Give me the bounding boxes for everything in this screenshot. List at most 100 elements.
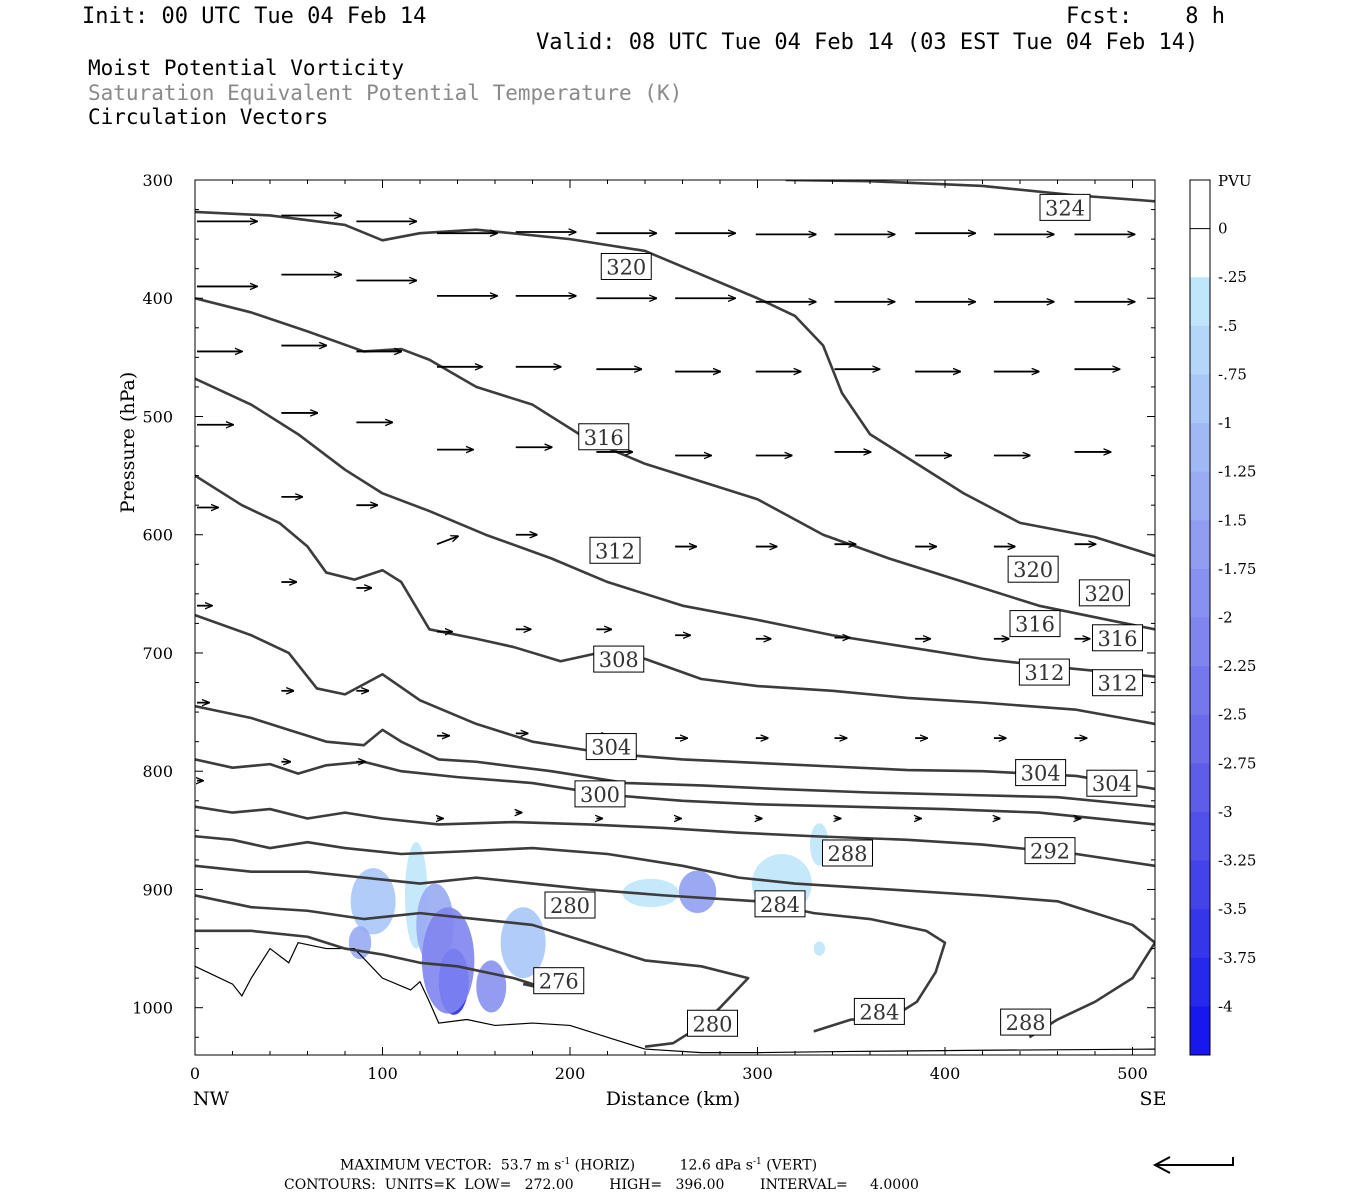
colorbar-level: -2.5	[1218, 706, 1247, 724]
x-tick-label: 200	[555, 1064, 586, 1083]
contour-label-box	[1024, 837, 1076, 865]
x-tick-label: 400	[930, 1064, 961, 1083]
colorbar-swatch	[1190, 471, 1210, 521]
contour-label: 320	[1084, 582, 1124, 606]
contour-label: 288	[1006, 1011, 1046, 1035]
mpv-region	[476, 960, 507, 1013]
y-tick-label: 500	[142, 407, 173, 426]
terrain-line	[195, 941, 1155, 1054]
colorbar-level: -1	[1218, 414, 1233, 432]
colorbar-swatch	[1190, 228, 1210, 278]
colorbar-swatch	[1190, 520, 1210, 570]
contour-label: 312	[1024, 661, 1064, 685]
colorbar-level: -.5	[1218, 317, 1237, 335]
contour-label: 300	[580, 783, 620, 807]
colorbar-swatch	[1190, 423, 1210, 473]
plot-frame	[194, 179, 1156, 1056]
y-tick-label: 1000	[132, 999, 173, 1018]
contour-304	[195, 613, 1155, 791]
contour-label: 304	[591, 736, 631, 760]
max-vector-vert: (VERT)	[766, 1157, 818, 1174]
y-tick-label: 900	[142, 880, 173, 899]
contour-label: 280	[550, 894, 590, 918]
contour-label-box	[1086, 769, 1138, 797]
colorbar-swatch	[1190, 957, 1210, 1007]
contour-label-box	[578, 423, 630, 451]
y-tick-label: 300	[142, 171, 173, 190]
y-axis-label: Pressure (hPa)	[117, 372, 139, 514]
contour-label: 316	[1097, 627, 1137, 651]
colorbar-level: -4	[1218, 997, 1233, 1015]
contour-label-box	[1009, 610, 1061, 638]
contour-label: 276	[539, 970, 579, 994]
contour-label-box	[1007, 555, 1059, 583]
se-label: SE	[1140, 1088, 1167, 1110]
contour-label: 284	[859, 1000, 899, 1024]
contour-label-box	[600, 253, 652, 280]
reference-vector-head	[1152, 1156, 1171, 1174]
max-vector-horiz: (HORIZ)	[574, 1157, 636, 1174]
colorbar-swatch	[1190, 763, 1210, 813]
contour-284	[195, 864, 947, 1033]
field-vectors-title: Circulation Vectors	[88, 105, 329, 129]
colorbar-unit: PVU	[1218, 172, 1252, 190]
contour-288	[195, 834, 1155, 944]
colorbar-level: -3	[1218, 803, 1233, 821]
colorbar-level: -2.75	[1218, 754, 1256, 772]
colorbar-level: -.25	[1218, 268, 1247, 286]
colorbar-level: -1.75	[1218, 560, 1256, 578]
mpv-region	[678, 870, 717, 914]
max-vector-vert-value: 12.6 dPa s	[679, 1157, 753, 1174]
colorbar-level: -1.5	[1218, 511, 1247, 529]
y-tick-label: 400	[142, 289, 173, 308]
valid-time: Valid: 08 UTC Tue 04 Feb 14 (03 EST Tue …	[536, 30, 1199, 55]
colorbar-level: -3.25	[1218, 852, 1256, 870]
reference-vector	[1155, 1157, 1234, 1166]
init-time: Init: 00 UTC Tue 04 Feb 14	[82, 4, 427, 29]
contour-312	[195, 377, 1155, 678]
contour-320	[195, 210, 1155, 558]
contour-label: 308	[599, 648, 639, 672]
x-tick-label: 0	[190, 1064, 200, 1083]
colorbar-level: -2	[1218, 609, 1233, 627]
mpv-region	[813, 941, 825, 956]
max-vector-horiz-exponent: -1	[561, 1157, 571, 1167]
contour-label: 304	[1092, 772, 1132, 796]
field-mpv-title: Moist Potential Vorticity	[88, 56, 405, 80]
forecast-hour: Fcst: 8 h	[1066, 4, 1225, 29]
colorbar-swatch	[1190, 714, 1210, 764]
contour-label: 316	[1015, 613, 1055, 637]
colorbar-swatch	[1190, 1006, 1210, 1056]
contour-label: 320	[606, 256, 646, 280]
max-vector-info: MAXIMUM VECTOR: 53.7 m s-1 (HORIZ) 12.6 …	[340, 1158, 817, 1173]
contour-label-box	[593, 645, 645, 673]
contour-label-box	[533, 967, 585, 995]
contour-label-box	[1078, 579, 1130, 607]
contour-308	[195, 474, 1155, 726]
plot-area	[195, 180, 1155, 1054]
x-tick-label: 100	[367, 1064, 398, 1083]
x-tick-label: 300	[742, 1064, 773, 1083]
colorbar-swatch	[1190, 860, 1210, 910]
contour-label-box	[1000, 1008, 1052, 1036]
contour-label-box	[687, 1009, 738, 1037]
max-vector-vert-exponent: -1	[752, 1157, 762, 1167]
colorbar-frame	[1189, 179, 1211, 1056]
contour-324	[785, 180, 1155, 203]
circulation-vector	[436, 536, 458, 546]
contours-info: CONTOURS: UNITS=K LOW= 272.00 HIGH= 396.…	[284, 1177, 919, 1193]
contour-label-box	[1039, 193, 1091, 221]
contour-label: 320	[1013, 558, 1053, 582]
contour-label: 312	[595, 539, 635, 563]
contour-300	[195, 704, 1155, 808]
mpv-region	[622, 878, 679, 908]
mpv-region	[421, 907, 475, 1014]
contour-label-box	[589, 536, 641, 564]
colorbar-level: -3.5	[1218, 900, 1247, 918]
contour-label: 284	[760, 893, 800, 917]
contour-label-box	[1015, 759, 1067, 787]
colorbar-level: -1.25	[1218, 463, 1256, 481]
y-tick-label: 800	[142, 762, 173, 781]
contour-label: 288	[827, 842, 867, 866]
